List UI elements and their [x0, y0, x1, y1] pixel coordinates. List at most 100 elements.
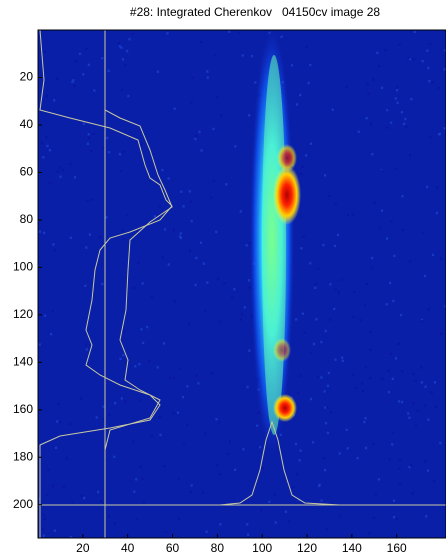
noise-pixel	[190, 101, 193, 104]
noise-pixel	[85, 47, 88, 50]
noise-pixel	[279, 433, 282, 437]
noise-pixel	[412, 58, 415, 61]
noise-pixel	[398, 482, 402, 485]
noise-pixel	[309, 397, 313, 401]
noise-pixel	[102, 147, 106, 150]
noise-pixel	[223, 282, 226, 285]
noise-pixel	[181, 395, 185, 399]
noise-pixel	[86, 142, 89, 145]
noise-pixel	[56, 420, 59, 423]
noise-pixel	[83, 496, 86, 500]
noise-pixel	[212, 127, 215, 131]
image-background	[38, 30, 446, 538]
noise-pixel	[173, 300, 176, 303]
noise-pixel	[439, 257, 443, 260]
noise-pixel	[302, 235, 305, 238]
noise-pixel	[220, 114, 223, 117]
noise-pixel	[242, 448, 245, 451]
noise-pixel	[297, 391, 300, 394]
noise-pixel	[194, 137, 197, 141]
noise-pixel	[284, 510, 288, 513]
noise-pixel	[398, 43, 401, 46]
noise-pixel	[390, 121, 393, 124]
noise-pixel	[48, 148, 52, 152]
noise-pixel	[415, 424, 418, 428]
noise-pixel	[374, 492, 377, 496]
noise-pixel	[351, 213, 354, 216]
noise-pixel	[295, 318, 298, 321]
noise-pixel	[106, 136, 109, 140]
noise-pixel	[323, 174, 327, 177]
noise-pixel	[385, 237, 389, 240]
noise-pixel	[85, 348, 88, 351]
noise-pixel	[102, 417, 105, 421]
noise-pixel	[127, 94, 130, 98]
noise-pixel	[137, 261, 140, 265]
noise-pixel	[352, 315, 355, 319]
noise-pixel	[364, 366, 367, 369]
noise-pixel	[202, 491, 205, 494]
noise-pixel	[234, 145, 237, 148]
noise-pixel	[334, 288, 337, 292]
noise-pixel	[400, 111, 404, 114]
noise-pixel	[425, 515, 428, 518]
noise-pixel	[199, 241, 203, 244]
noise-pixel	[407, 412, 410, 415]
noise-pixel	[190, 484, 193, 487]
noise-pixel	[336, 233, 340, 237]
noise-pixel	[430, 391, 433, 394]
noise-pixel	[122, 150, 125, 154]
noise-pixel	[316, 375, 319, 378]
noise-pixel	[398, 467, 401, 470]
noise-pixel	[300, 247, 303, 250]
noise-pixel	[156, 70, 160, 73]
noise-pixel	[421, 59, 424, 63]
noise-pixel	[401, 370, 404, 373]
noise-pixel	[153, 215, 156, 218]
noise-pixel	[296, 473, 299, 476]
noise-pixel	[365, 282, 368, 286]
noise-pixel	[440, 332, 443, 336]
noise-pixel	[378, 226, 381, 229]
noise-pixel	[309, 351, 312, 354]
noise-pixel	[320, 376, 323, 379]
noise-pixel	[161, 256, 164, 259]
noise-pixel	[41, 527, 45, 531]
noise-pixel	[135, 478, 138, 481]
noise-pixel	[392, 499, 396, 502]
noise-pixel	[126, 49, 129, 53]
noise-pixel	[268, 500, 271, 504]
noise-pixel	[444, 304, 446, 308]
noise-pixel	[338, 452, 341, 455]
noise-pixel	[334, 202, 337, 206]
noise-pixel	[408, 57, 412, 61]
noise-pixel	[51, 484, 55, 487]
noise-pixel	[205, 530, 208, 533]
noise-pixel	[141, 282, 144, 285]
noise-pixel	[180, 190, 183, 193]
plot-frame	[37, 29, 446, 539]
y-tick-label: 120	[13, 307, 33, 321]
noise-pixel	[212, 179, 216, 183]
noise-pixel	[341, 359, 344, 363]
noise-pixel	[435, 211, 439, 215]
noise-pixel	[359, 319, 362, 322]
noise-pixel	[200, 149, 203, 152]
noise-pixel	[43, 314, 47, 317]
noise-pixel	[118, 45, 122, 48]
noise-pixel	[203, 309, 207, 313]
noise-pixel	[119, 357, 122, 361]
noise-pixel	[73, 176, 77, 179]
y-tick-label: 80	[20, 212, 34, 226]
noise-pixel	[53, 529, 57, 532]
noise-pixel	[326, 528, 329, 531]
noise-pixel	[259, 509, 263, 512]
noise-pixel	[409, 260, 412, 263]
noise-pixel	[131, 32, 134, 36]
noise-pixel	[167, 263, 170, 266]
noise-pixel	[247, 533, 250, 536]
noise-pixel	[166, 32, 169, 35]
noise-pixel	[214, 54, 217, 57]
noise-pixel	[400, 400, 404, 404]
axes: 20 40 60 80 100 120 140 160 20 40 60 80 100 120 140 160…	[13, 70, 407, 556]
